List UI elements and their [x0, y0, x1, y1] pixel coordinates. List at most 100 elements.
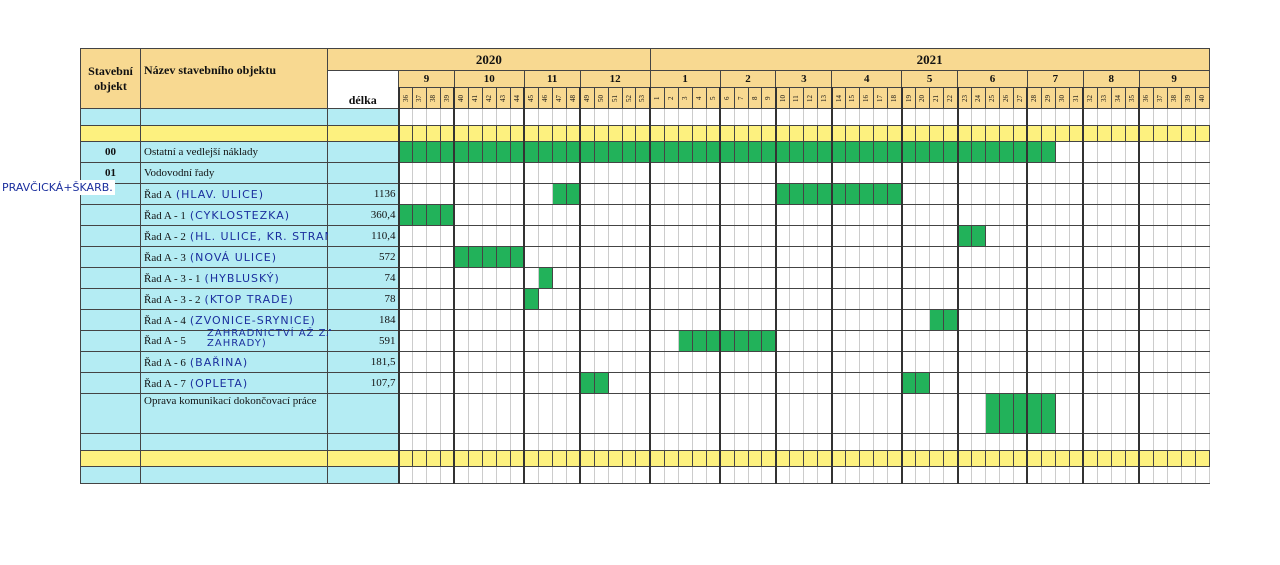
week-header: 46: [537, 87, 553, 109]
gantt-cell: [509, 466, 525, 484]
gantt-cell: [425, 246, 441, 268]
gantt-cell: [971, 330, 986, 352]
gantt-cell: [1166, 267, 1182, 289]
gantt-cell: [803, 204, 819, 226]
schedule-row: Řad A - 6 (BAŘINA) 181,5: [80, 351, 1210, 373]
gantt-cell: [984, 330, 1000, 352]
gantt-cell: [1012, 246, 1028, 268]
gantt-cell: [789, 351, 805, 373]
gantt-cell: [1026, 466, 1042, 484]
gantt-cell: [830, 393, 847, 434]
gantt-cell: [998, 450, 1014, 467]
separator-row: [80, 125, 1210, 142]
object-name: Řad A - 5 ZAHRADNICTVÍ AŽ ZA ZAHRADY): [140, 329, 333, 352]
week-header: 20: [915, 87, 931, 109]
gantt-cell: [635, 267, 651, 289]
gantt-cell: [663, 351, 679, 373]
gantt-cell: [1110, 267, 1126, 289]
gantt-cell: [859, 204, 875, 226]
gantt-cell: [537, 393, 553, 434]
year-header-2020: 2020: [327, 48, 651, 71]
gantt-cell: [984, 204, 1000, 226]
gantt-cell: [998, 125, 1014, 142]
gantt-cell: [1124, 125, 1140, 142]
gantt-cell: [495, 162, 511, 184]
gantt-cell: [1012, 309, 1028, 331]
gantt-cell: [915, 125, 931, 142]
gantt-cell: [1152, 108, 1168, 126]
gantt-cell: [774, 246, 791, 268]
gantt-cell: [929, 162, 945, 184]
gantt-cell: [761, 433, 777, 451]
gantt-cell: [1054, 183, 1070, 205]
gantt-cell: [1096, 141, 1112, 163]
gantt-cell: [1194, 330, 1210, 352]
gantt-cell: [663, 466, 679, 484]
gantt-cell: [565, 372, 581, 394]
gantt-cell: [481, 433, 497, 451]
gantt-cell: [1082, 246, 1098, 268]
gantt-cell: [677, 450, 693, 467]
gantt-cell: [439, 450, 455, 467]
gantt-cell: [537, 351, 553, 373]
gantt-cell: [733, 393, 749, 434]
month-header: 1: [649, 70, 721, 88]
gantt-cell: [943, 433, 959, 451]
gantt-cell: [1082, 433, 1098, 451]
gantt-bar-cell: [817, 141, 833, 163]
gantt-cell: [845, 330, 861, 352]
gantt-cell: [817, 393, 833, 434]
gantt-cell: [1012, 330, 1028, 352]
gantt-cell: [747, 125, 763, 142]
week-header: 17: [873, 87, 889, 109]
month-header: 5: [901, 70, 959, 88]
gantt-cell: [677, 183, 693, 205]
week-number: 8: [750, 96, 759, 100]
gantt-cell: [747, 450, 763, 467]
gantt-cell: [453, 330, 469, 352]
week-number: 18: [890, 94, 899, 102]
gantt-cell: [1166, 225, 1182, 247]
gantt-cell: [1012, 433, 1028, 451]
gantt-cell: [900, 125, 917, 142]
gantt-cell: [859, 125, 875, 142]
object-code: [80, 288, 141, 310]
gantt-cell: [467, 225, 483, 247]
gantt-cell: [607, 125, 623, 142]
week-header: 4: [691, 87, 707, 109]
schedule-row: Řad A - 1 (CYKLOSTEZKA) 360,4: [80, 204, 1210, 226]
gantt-bar-cell: [971, 141, 986, 163]
gantt-cell: [439, 183, 455, 205]
object-name: Řad A - 4 (ZVONICE-SRYNICE): [140, 309, 328, 331]
gantt-cell: [900, 330, 917, 352]
gantt-cell: [439, 108, 455, 126]
gantt-cell: [817, 309, 833, 331]
gantt-bar-cell: [635, 141, 651, 163]
gantt-cell: [1096, 372, 1112, 394]
object-code: [80, 309, 141, 331]
object-name-text: Řad A - 2: [144, 230, 186, 243]
schedule-row: Řad A - 3 (NOVÁ ULICE) 572: [80, 246, 1210, 268]
handwritten-note: (HYBLUSKÝ): [204, 271, 280, 285]
week-number: 31: [1071, 94, 1080, 102]
gantt-cell: [523, 393, 539, 434]
gantt-cell: [1068, 372, 1084, 394]
gantt-cell: [537, 108, 553, 126]
gantt-cell: [663, 267, 679, 289]
gantt-cell: [509, 450, 525, 467]
gantt-cell: [495, 330, 511, 352]
gantt-cell: [1124, 372, 1140, 394]
gantt-cell: [663, 433, 679, 451]
gantt-bar-cell: [509, 246, 525, 268]
week-header: 35: [1124, 87, 1140, 109]
gantt-cell: [803, 267, 819, 289]
object-name: Řad A - 2 (HL. ULICE, KR. STRANA): [140, 225, 347, 247]
gantt-cell: [803, 372, 819, 394]
gantt-cell: [509, 267, 525, 289]
gantt-cell: [537, 288, 553, 310]
gantt-cell: [509, 309, 525, 331]
gantt-cell: [495, 204, 511, 226]
gantt-cell: [873, 288, 889, 310]
gantt-cell: [1068, 330, 1084, 352]
gantt-cell: [565, 204, 581, 226]
